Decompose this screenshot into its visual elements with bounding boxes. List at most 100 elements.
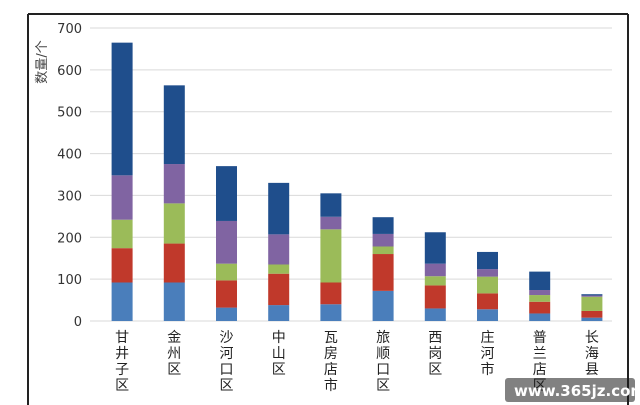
x-category-label: 长海县 (585, 330, 599, 378)
x-category-char: 西 (428, 330, 442, 346)
bar-segment (372, 254, 394, 291)
bar-segment (111, 219, 133, 249)
y-axis-title: 数量/个 (35, 40, 50, 83)
y-tick-label: 200 (57, 231, 82, 246)
bar-segment (424, 308, 446, 321)
bar-segment (163, 85, 185, 165)
x-category-char: 岗 (428, 346, 442, 362)
x-category-char: 区 (220, 378, 234, 394)
x-category-char: 中 (272, 330, 286, 346)
x-category-char: 井 (115, 346, 129, 362)
bar-segment (216, 263, 237, 281)
x-category-label: 金州区 (167, 330, 181, 378)
x-category-char: 庄 (481, 329, 495, 346)
bar-segment (268, 264, 290, 274)
bar-segment (477, 251, 498, 270)
bar-segment (111, 282, 133, 321)
x-category-char: 河 (220, 346, 234, 362)
x-category-label: 庄河市 (481, 329, 495, 378)
x-category-label: 西岗区 (428, 330, 442, 378)
x-category-char: 口 (220, 362, 234, 378)
x-category-char: 子 (115, 362, 129, 378)
y-tick-label: 0 (74, 315, 82, 330)
bar-segment (216, 220, 237, 264)
bar-segment (163, 243, 185, 283)
bar-segment (529, 301, 551, 314)
bar-segment (111, 175, 133, 220)
watermark-text: www.365jz.com (514, 382, 640, 400)
bar-segment (581, 310, 603, 318)
x-category-char: 县 (585, 362, 599, 378)
x-category-char: 市 (324, 377, 338, 394)
x-category-char: 河 (481, 346, 495, 362)
x-category-char: 普 (533, 330, 547, 346)
bar-segment (216, 307, 237, 321)
bar-segment (424, 276, 446, 286)
bar-segment (268, 305, 290, 321)
x-category-char: 顺 (376, 346, 390, 362)
x-category-char: 口 (376, 362, 390, 378)
bar-segment (477, 293, 498, 310)
x-category-char: 甘 (115, 330, 129, 346)
bar-segment (529, 313, 551, 321)
bar-segment (477, 309, 498, 321)
x-category-char: 区 (428, 362, 442, 378)
y-axis-label: 数量/个 (35, 40, 50, 83)
y-tick-label: 600 (57, 64, 82, 79)
x-category-char: 州 (167, 346, 181, 362)
watermark-background (505, 378, 635, 402)
x-category-char: 店 (324, 362, 338, 378)
bar-segment (581, 296, 603, 311)
bar-segment (529, 271, 551, 291)
bar-segment (163, 164, 185, 204)
x-category-char: 区 (272, 362, 286, 378)
x-category-char: 市 (481, 361, 495, 378)
bar-segment (111, 42, 133, 176)
y-tick-label: 100 (57, 273, 82, 288)
bar-segment (216, 166, 237, 221)
bar-segment (372, 217, 394, 234)
x-category-label: 中山区 (272, 330, 286, 378)
bar-segment (320, 216, 342, 230)
x-category-char: 金 (167, 330, 181, 346)
x-category-char: 区 (115, 378, 129, 394)
bar-segment (163, 282, 185, 321)
y-tick-label: 300 (57, 189, 82, 204)
bar-segment (320, 193, 342, 217)
bar-segment (216, 280, 237, 308)
y-tick-label: 400 (57, 148, 82, 163)
x-category-char: 兰 (533, 346, 547, 362)
x-category-char: 瓦 (324, 330, 338, 346)
y-axis-ticks: 0 100 200 300 400 500 600 700 (57, 22, 82, 330)
x-category-char: 区 (167, 362, 181, 378)
bar-segment (477, 276, 498, 294)
x-category-char: 区 (376, 378, 390, 394)
bar-segment (268, 273, 290, 306)
x-category-char: 房 (324, 346, 338, 362)
bar-segment (529, 290, 551, 296)
x-category-char: 沙 (220, 330, 234, 346)
bar-segment (477, 269, 498, 277)
bar-segment (163, 203, 185, 244)
y-tick-label: 700 (57, 22, 82, 37)
x-category-char: 店 (533, 362, 547, 378)
bar-segment (581, 317, 603, 321)
bar-segment (424, 232, 446, 264)
bar-segment (372, 233, 394, 247)
bar-segment (268, 182, 290, 235)
x-category-char: 海 (585, 346, 599, 362)
bar-segment (424, 285, 446, 309)
bar-segment (320, 229, 342, 283)
x-category-char: 山 (272, 346, 286, 362)
bar-segment (320, 282, 342, 305)
bar-segment (372, 290, 394, 321)
x-axis-categories: 甘井子区金州区沙河口区中山区瓦房店市旅顺口区西岗区庄河市普兰店区长海县 (115, 329, 599, 394)
bar-segment (529, 295, 551, 302)
bar-segment (581, 295, 603, 297)
